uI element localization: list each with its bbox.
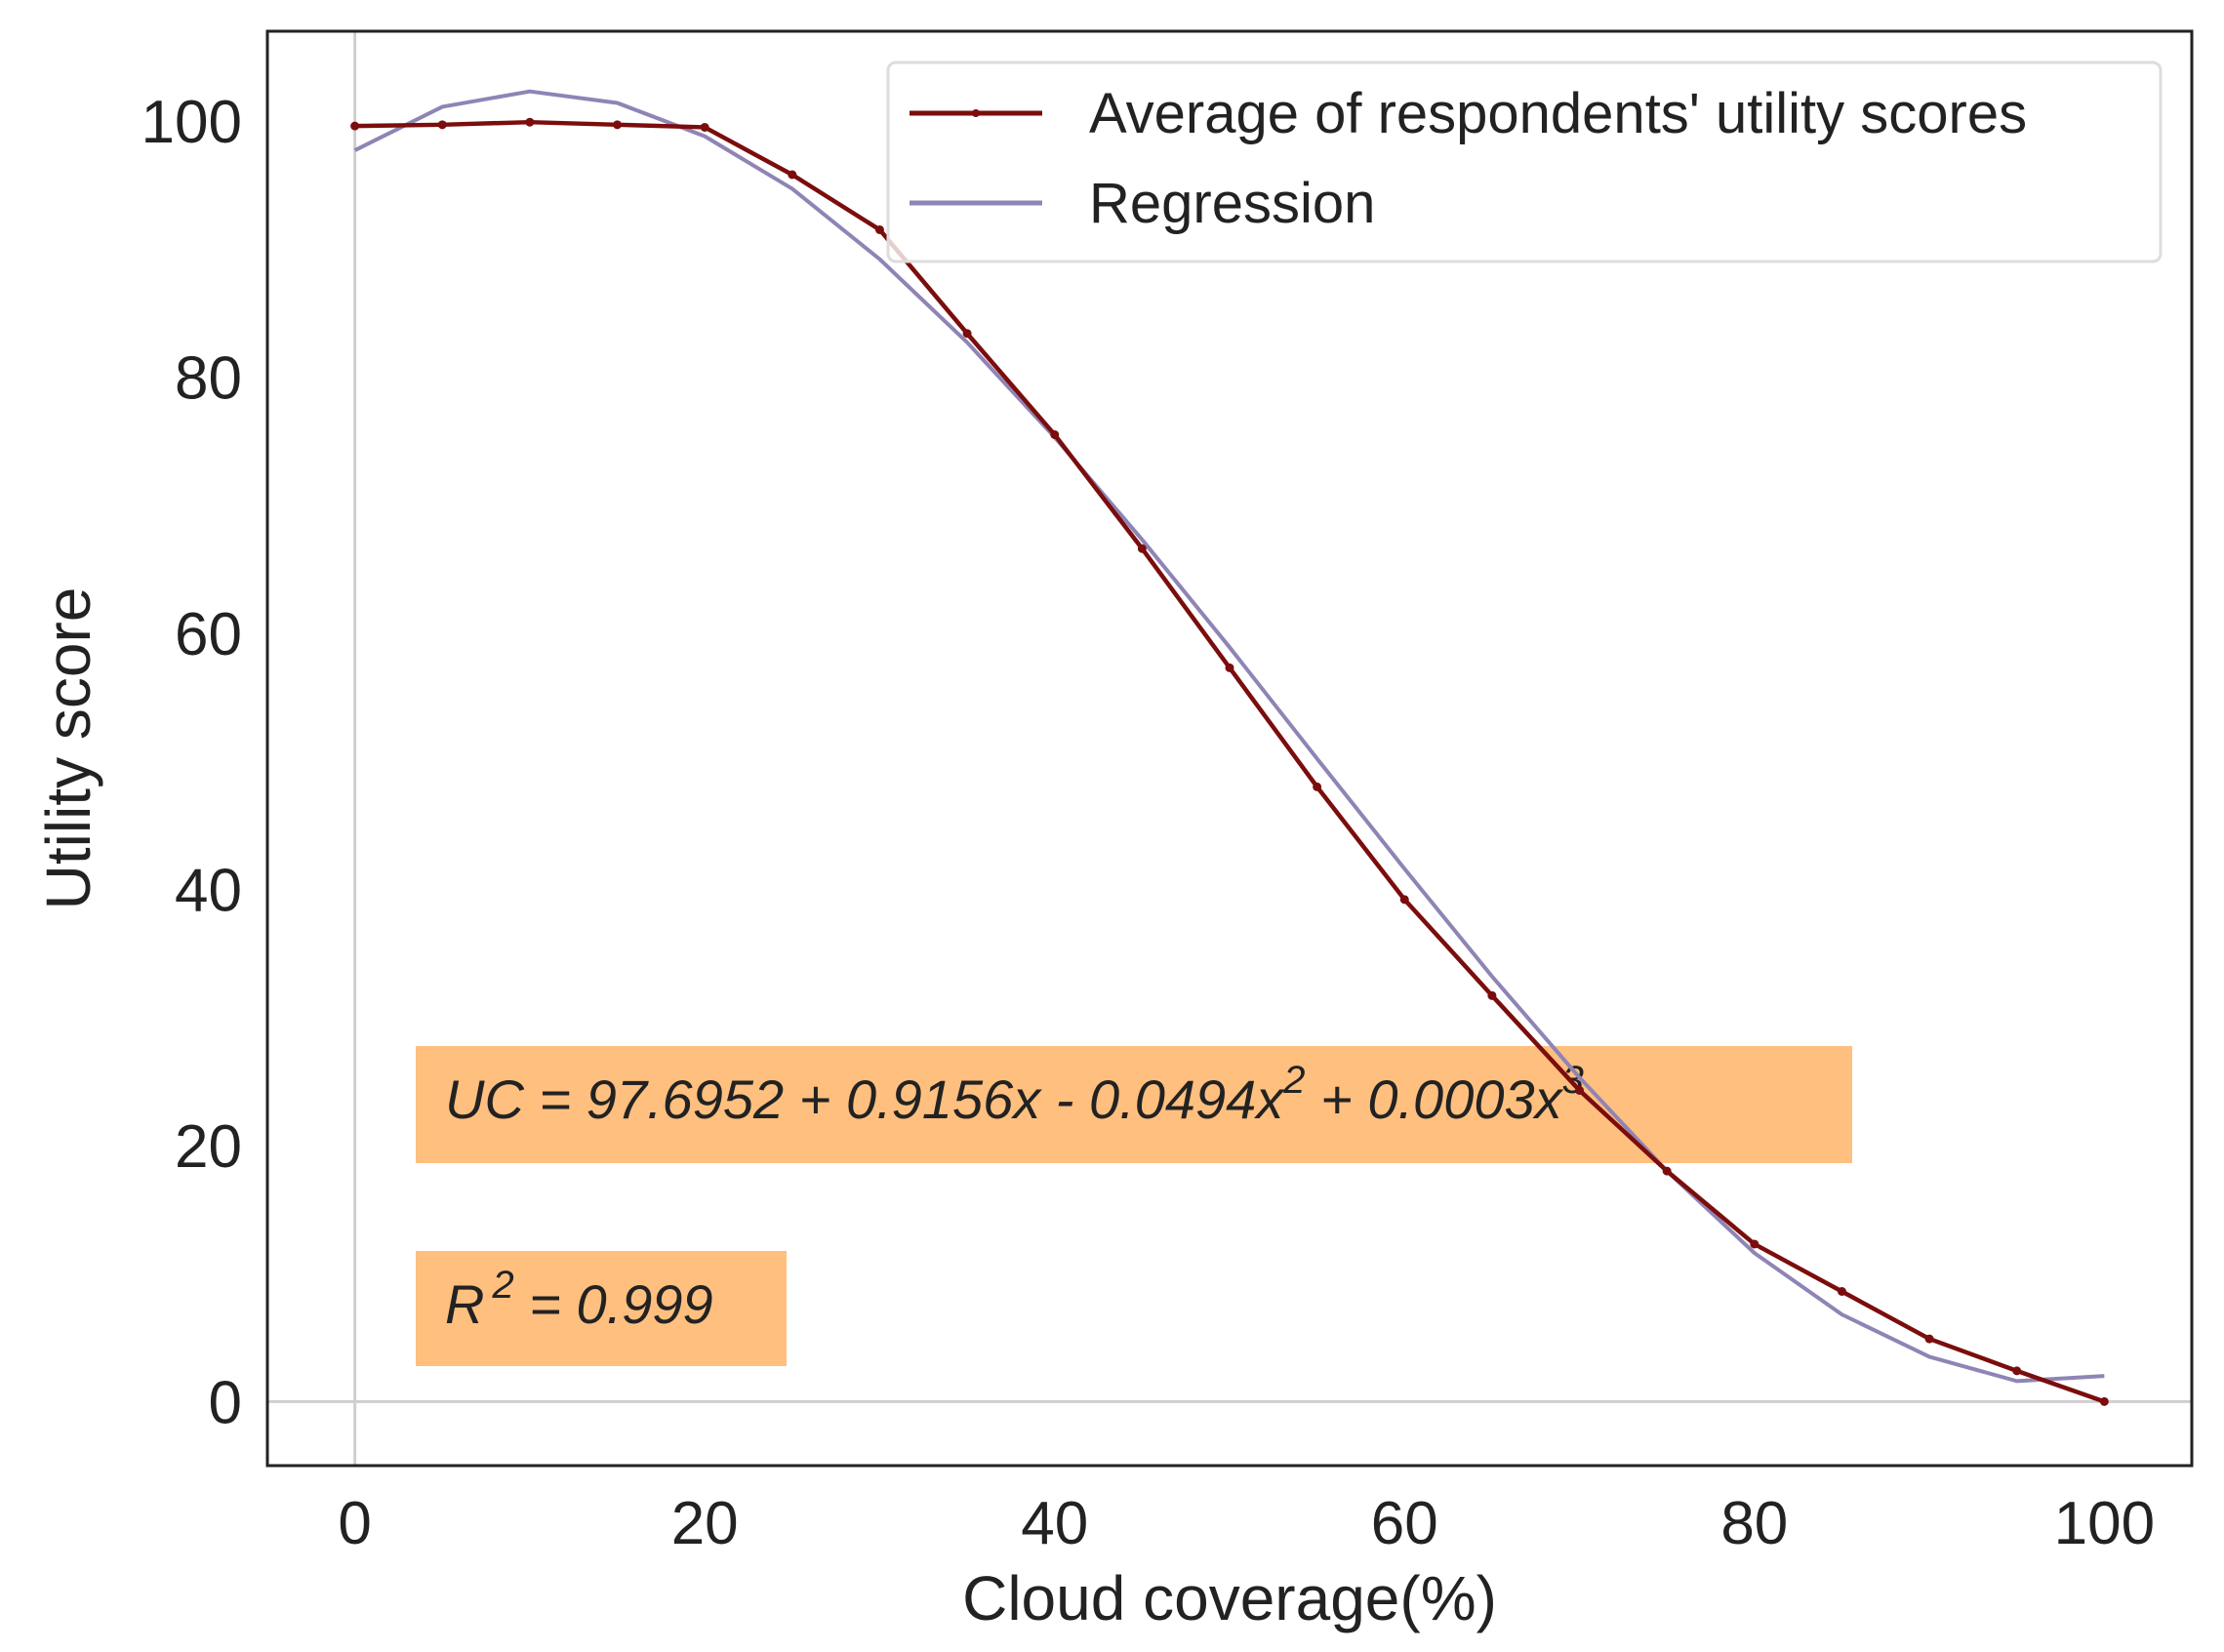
plot-frame [265, 29, 2194, 1468]
r-squared-suffix: = 0.999 [514, 1273, 713, 1335]
y-tick-label: 80 [175, 344, 242, 412]
legend-marker-average [972, 109, 980, 117]
y-tick-label: 20 [175, 1113, 242, 1181]
average-point [437, 120, 447, 130]
equation-prefix: UC = 97.6952 + 0.9156x - 0.0494x [445, 1068, 1285, 1130]
average-point [1225, 663, 1234, 672]
y-tick-label: 60 [175, 601, 242, 668]
average-point [613, 120, 623, 130]
x-tick-label: 60 [1371, 1490, 1438, 1557]
equation-sup-2: 2 [1282, 1059, 1305, 1102]
x-tick-label: 0 [338, 1490, 371, 1557]
legend-label-average: Average of respondents' utility scores [1089, 82, 2027, 145]
average-point [1487, 990, 1497, 1000]
average-point [874, 224, 884, 234]
x-tick-label: 20 [671, 1490, 739, 1557]
x-axis-title: Cloud coverage(%) [962, 1563, 1497, 1633]
x-tick-label: 100 [2054, 1490, 2155, 1557]
x-tick-label: 40 [1021, 1490, 1088, 1557]
average-point [2012, 1366, 2022, 1376]
average-point [700, 122, 709, 132]
y-tick-label: 0 [209, 1369, 242, 1436]
average-point [2099, 1396, 2109, 1406]
legend-label-regression: Regression [1089, 172, 1375, 235]
equation-annotation: UC = 97.6952 + 0.9156x - 0.0494x2 + 0.00… [416, 1046, 1852, 1163]
average-point [1137, 544, 1147, 553]
average-point [1050, 429, 1060, 439]
r-squared-box [416, 1251, 787, 1366]
y-tick-label: 40 [175, 857, 242, 924]
average-point [962, 329, 972, 339]
x-tick-labels: 0 20 40 60 80 100 [338, 1490, 2155, 1557]
legend-frame [886, 60, 2163, 263]
average-point [1924, 1334, 1934, 1344]
average-point [1837, 1287, 1846, 1296]
x-tick-label: 80 [1720, 1490, 1788, 1557]
r-squared-prefix: R [445, 1273, 484, 1335]
series-layer [350, 89, 2109, 1406]
regression-series-line [353, 89, 2105, 1384]
average-point [788, 170, 797, 180]
average-point [1399, 895, 1409, 905]
legend: Average of respondents' utility scores R… [886, 60, 2163, 263]
y-tick-labels: 0 20 40 60 80 100 [142, 89, 242, 1437]
equation-text: UC = 97.6952 + 0.9156x - 0.0494x2 + 0.00… [445, 1059, 1584, 1130]
average-point [1575, 1085, 1585, 1095]
equation-box [416, 1046, 1852, 1163]
average-point [525, 117, 535, 127]
r-squared-sup: 2 [491, 1264, 513, 1307]
average-point [1662, 1166, 1672, 1176]
average-point [1313, 782, 1322, 791]
average-point [1750, 1239, 1759, 1249]
y-tick-label: 100 [142, 89, 242, 156]
average-point [350, 121, 360, 131]
equation-mid: + 0.0003x [1306, 1068, 1564, 1130]
y-axis-title: Utility score [33, 587, 103, 910]
